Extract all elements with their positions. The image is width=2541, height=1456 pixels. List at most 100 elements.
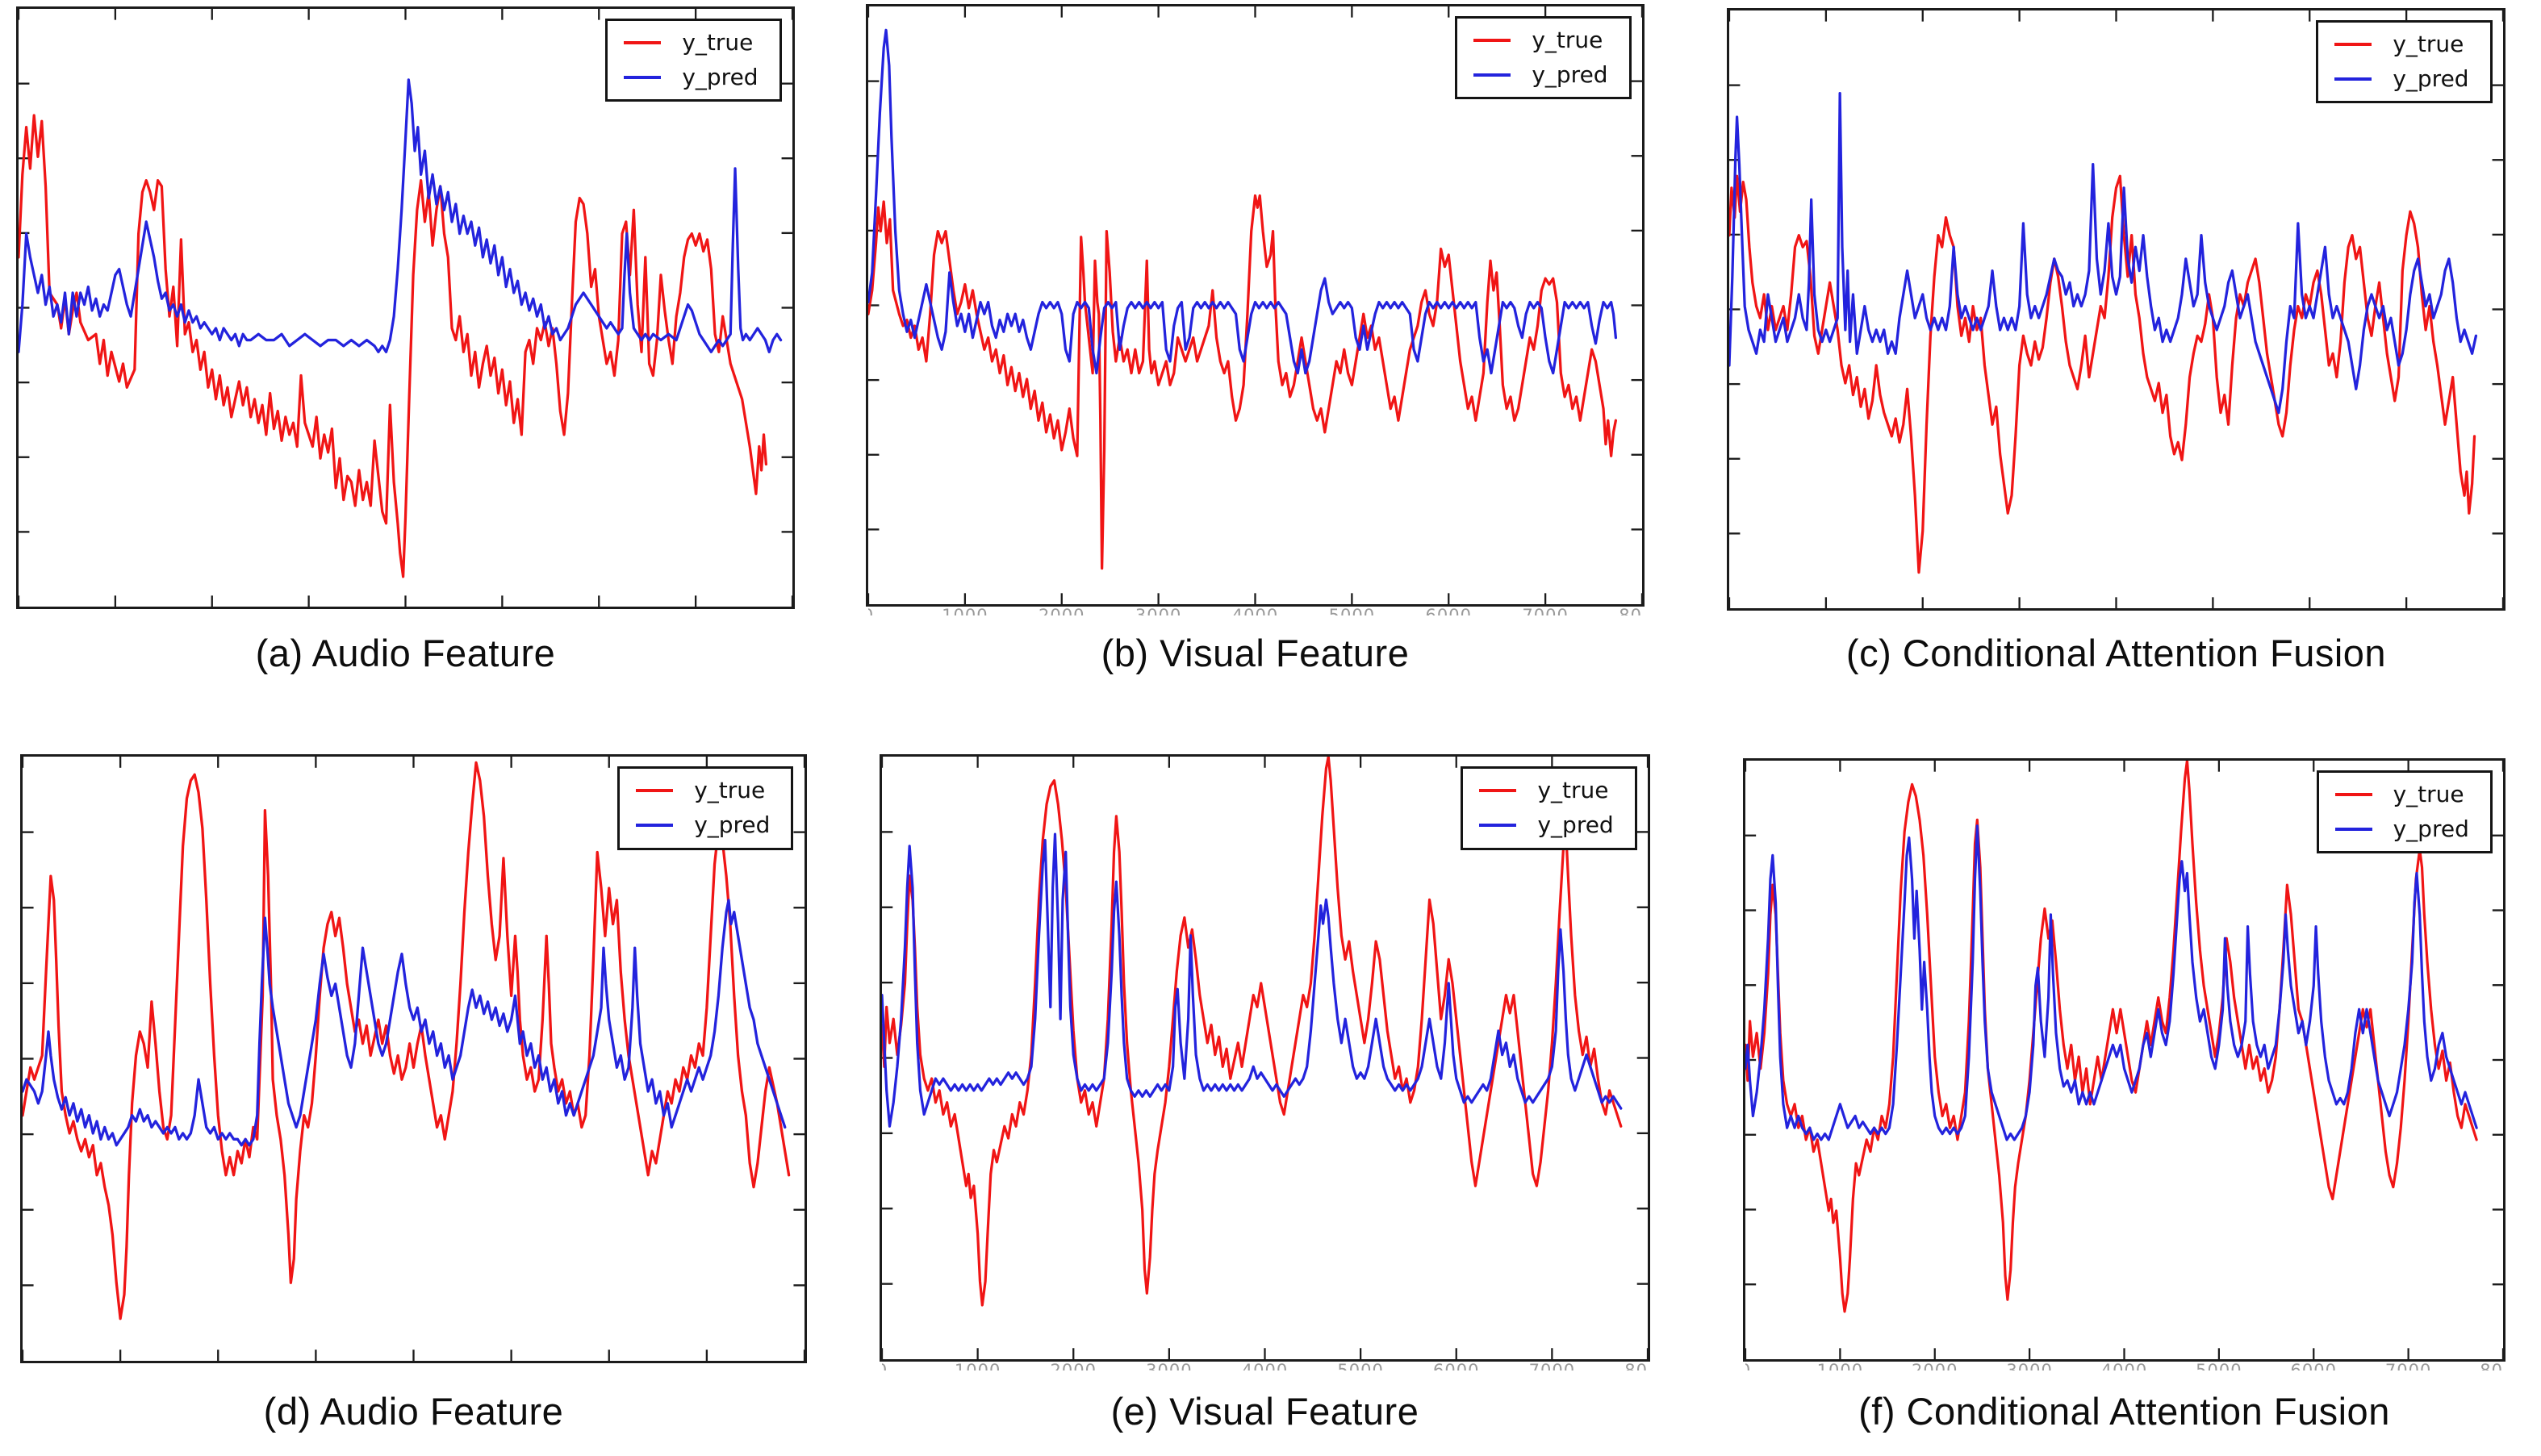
x-tick-label: 0	[1745, 1361, 1751, 1370]
x-tick-label: 4000	[1231, 606, 1279, 615]
legend: y_true y_pred	[1461, 766, 1637, 850]
legend-item-y-pred: y_pred	[636, 811, 771, 838]
x-tick-label: 3000	[1146, 1361, 1193, 1370]
panel-visual-feature-top: y_true y_pred 0 1000 2000 3000 4000 5000 6000 7…	[866, 4, 1645, 615]
legend-label-y-true: y_true	[1537, 776, 1609, 803]
legend-item-y-pred: y_pred	[1473, 60, 1608, 88]
legend: y_true y_pred	[2316, 19, 2493, 104]
y-pred-line-sample	[624, 76, 662, 80]
plot-visual-feature-top	[868, 6, 1642, 604]
panel-audio-feature-bottom: y_true y_pred	[20, 754, 807, 1363]
panel-conditional-attention-fusion-top: y_true y_pred	[1727, 8, 2505, 611]
x-tick-label: 5000	[1337, 1361, 1384, 1370]
x-tick-label: 1000	[1816, 1361, 1864, 1370]
x-tick-label: 3000	[2006, 1361, 2053, 1370]
legend-label-y-pred: y_pred	[682, 63, 759, 90]
y-pred-line-sample	[636, 824, 674, 828]
legend-label-y-true: y_true	[1532, 26, 1603, 53]
x-tick-label: 2000	[1050, 1361, 1097, 1370]
legend: y_true y_pred	[2316, 770, 2493, 854]
y_true-line	[882, 757, 1623, 1307]
y-pred-line-sample	[2334, 77, 2372, 81]
x-axis-tick-labels: 0 1000 2000 3000 4000 5000 6000 7000 8000	[1745, 1361, 2503, 1370]
legend-label-y-pred: y_pred	[694, 811, 771, 838]
legend-item-y-pred: y_pred	[624, 63, 759, 90]
caption-panel-b: (b) Visual Feature	[1101, 632, 1410, 674]
plot-conditional-attention-fusion-bottom	[1745, 761, 2503, 1359]
legend-label-y-true: y_true	[694, 776, 766, 803]
caption-panel-a: (a) Audio Feature	[255, 632, 556, 674]
panel-conditional-attention-fusion-bottom: y_true y_pred 0 1000 2000 3000 4000 5000 6000 7…	[1743, 758, 2505, 1370]
y_pred-line	[19, 78, 783, 353]
caption-panel-d: (d) Audio Feature	[263, 1390, 564, 1433]
y_true-line	[23, 761, 791, 1320]
x-tick-label: 7000	[1522, 606, 1569, 615]
x-tick-label: 7000	[2384, 1361, 2432, 1370]
x-tick-label: 7000	[1528, 1361, 1576, 1370]
legend-item-y-pred: y_pred	[2334, 815, 2469, 842]
plot-audio-feature-bottom	[23, 757, 805, 1361]
legend-item-y-true: y_true	[2334, 780, 2469, 807]
y_true-line	[868, 194, 1618, 570]
x-tick-label: 2000	[1912, 1361, 1958, 1370]
legend-item-y-pred: y_pred	[2334, 65, 2469, 92]
y_true-line	[19, 114, 768, 578]
legend-label-y-true: y_true	[2393, 780, 2464, 807]
y-true-line-sample	[1473, 39, 1511, 43]
x-tick-label: 6000	[1425, 606, 1472, 615]
x-tick-label: 8000	[2480, 1361, 2503, 1370]
legend-label-y-true: y_true	[682, 28, 754, 56]
x-tick-label: 1000	[954, 1361, 1001, 1370]
y_true-line	[1729, 174, 2476, 574]
x-tick-label: 3000	[1135, 606, 1182, 615]
x-tick-label: 8000	[1624, 1361, 1648, 1370]
y-pred-line-sample	[1479, 824, 1517, 828]
legend-label-y-true: y_true	[2393, 30, 2464, 57]
plot-visual-feature-bottom	[882, 757, 1648, 1359]
panel-audio-feature-top: y_true y_pred	[16, 6, 795, 609]
caption-panel-e: (e) Visual Feature	[1110, 1390, 1419, 1433]
y-true-line-sample	[1479, 789, 1517, 793]
x-tick-label: 1000	[942, 606, 988, 615]
y-true-line-sample	[2334, 43, 2372, 47]
legend-item-y-true: y_true	[1479, 778, 1613, 803]
y_pred-line	[23, 899, 787, 1147]
y_true-line	[1745, 761, 2478, 1313]
x-tick-label: 5000	[2196, 1361, 2242, 1370]
plot-conditional-attention-fusion-top	[1729, 10, 2503, 608]
caption-panel-c: (c) Conditional Attention Fusion	[1845, 632, 2387, 674]
legend-item-y-true: y_true	[1473, 26, 1607, 53]
y-true-line-sample	[636, 789, 674, 793]
caption-panel-f: (f) Conditional Attention Fusion	[1858, 1390, 2390, 1433]
x-tick-label: 2000	[1039, 606, 1085, 615]
legend: y_true y_pred	[1455, 15, 1632, 100]
legend-item-y-true: y_true	[2334, 30, 2468, 57]
x-axis-tick-labels: 0 1000 2000 3000 4000 5000 6000 7000 8000	[868, 606, 1642, 615]
y-true-line-sample	[2334, 793, 2372, 797]
legend: y_true y_pred	[605, 18, 782, 102]
legend-label-y-pred: y_pred	[2393, 815, 2469, 842]
x-tick-label: 8000	[1619, 606, 1642, 615]
plot-audio-feature-top	[19, 9, 792, 607]
panel-visual-feature-bottom: y_true y_pred 0 1000 2000 3000 4000 5000 6000 7…	[880, 754, 1650, 1370]
y-pred-line-sample	[1473, 73, 1511, 77]
x-tick-label: 0	[882, 1361, 888, 1370]
x-tick-label: 6000	[2290, 1361, 2337, 1370]
y_pred-line	[882, 832, 1623, 1128]
legend-item-y-true: y_true	[624, 28, 758, 56]
y_pred-line	[868, 28, 1618, 375]
x-tick-label: 5000	[1328, 606, 1376, 615]
x-tick-label: 0	[868, 606, 874, 615]
y-true-line-sample	[624, 41, 662, 45]
x-tick-label: 6000	[1433, 1361, 1480, 1370]
legend-label-y-pred: y_pred	[1537, 811, 1614, 838]
y_pred-line	[1745, 824, 2478, 1141]
x-axis-tick-labels: 0 1000 2000 3000 4000 5000 6000 7000 8000	[882, 1361, 1648, 1370]
legend-item-y-pred: y_pred	[1479, 811, 1614, 838]
legend-label-y-pred: y_pred	[1532, 60, 1608, 88]
y-pred-line-sample	[2334, 828, 2372, 832]
legend-label-y-pred: y_pred	[2393, 65, 2469, 92]
y_pred-line	[1729, 92, 2478, 415]
legend: y_true y_pred	[617, 766, 794, 850]
